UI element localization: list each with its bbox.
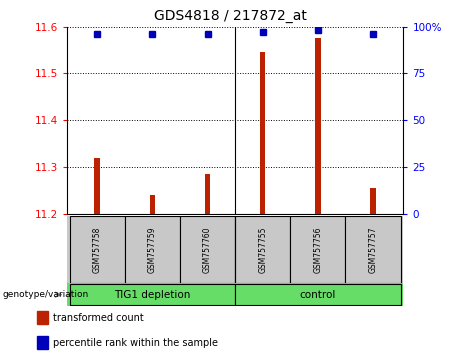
Text: GSM757759: GSM757759 [148,226,157,273]
Text: TIG1 depletion: TIG1 depletion [114,290,190,300]
Bar [37,311,48,324]
Bar [37,336,48,349]
Bar [235,284,401,305]
Bar [315,38,320,214]
Text: genotype/variation: genotype/variation [2,290,89,299]
Bar [150,195,155,214]
Bar [290,216,345,283]
Text: percentile rank within the sample: percentile rank within the sample [53,337,218,348]
Bar [235,216,290,283]
Text: GSM757755: GSM757755 [258,226,267,273]
Bar [70,216,125,283]
Bar [70,284,235,305]
Text: GSM757756: GSM757756 [313,226,322,273]
Bar [260,52,266,214]
Text: GSM757760: GSM757760 [203,226,212,273]
Bar [345,216,401,283]
Text: control: control [300,290,336,300]
Bar [370,188,376,214]
Text: GDS4818 / 217872_at: GDS4818 / 217872_at [154,9,307,23]
Bar [180,216,235,283]
Text: GSM757758: GSM757758 [93,226,102,273]
Text: GSM757757: GSM757757 [368,226,378,273]
Bar [95,158,100,214]
Bar [125,216,180,283]
Bar [205,174,210,214]
Text: transformed count: transformed count [53,313,144,323]
